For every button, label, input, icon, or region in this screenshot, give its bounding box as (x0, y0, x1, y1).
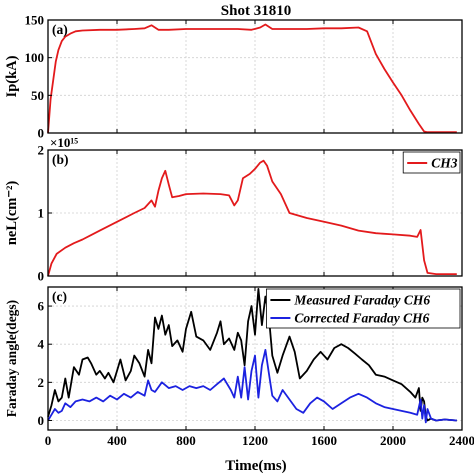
x-tick-label: 800 (176, 433, 196, 448)
panel-0: 0 50 100 150 (a) Ip(kA) (4, 13, 463, 141)
y-tick-label: 0 (38, 126, 45, 141)
x-tick-label: 1600 (311, 433, 337, 448)
panel-2: 0 400 800 1200 1600 2000 2400 0 2 4 6 (c) Faraday an… (4, 286, 474, 448)
y-axis-label: Ip(kA) (4, 55, 20, 97)
legend-box (265, 288, 461, 329)
legend-entry: Corrected Faraday CH6 (294, 311, 429, 326)
panel-label: (a) (52, 22, 68, 37)
y-tick-label: 150 (25, 13, 45, 28)
y-tick-label: 1 (38, 206, 45, 221)
series-line-2-0 (47, 288, 457, 422)
series-line-2-1 (47, 349, 457, 424)
legend-entry: CH3 (431, 156, 458, 171)
figure-title: Shot 31810 (221, 3, 291, 19)
y-axis-label: neL(cm⁻²) (4, 181, 20, 246)
series-line-1-0 (47, 159, 457, 277)
y-tick-label: 0 (38, 413, 45, 428)
x-tick-label: 400 (107, 433, 127, 448)
panel-1: 0 1 2 (b) neL(cm⁻²) ×10¹⁵ CH3 (4, 135, 463, 284)
x-tick-label: 2000 (380, 433, 406, 448)
panel-label: (c) (52, 289, 67, 304)
series-line-0-0 (47, 23, 457, 134)
y-tick-label: 100 (25, 50, 45, 65)
y-tick-label: 50 (31, 88, 44, 103)
x-tick-label: 0 (45, 433, 52, 448)
x-tick-label: 1200 (242, 433, 268, 448)
x-tick-label: 2400 (449, 433, 474, 448)
y-tick-label: 2 (38, 143, 45, 158)
y-exponent-label: ×10¹⁵ (50, 135, 78, 150)
y-tick-label: 4 (38, 337, 45, 352)
legend-box (402, 151, 461, 174)
y-tick-label: 6 (38, 299, 45, 314)
y-axis-label: Faraday angle(degs) (4, 300, 19, 417)
x-axis-label: Time(ms) (225, 458, 286, 474)
y-tick-label: 0 (38, 269, 45, 284)
y-tick-label: 2 (38, 375, 45, 390)
panel-label: (b) (52, 152, 69, 167)
legend-entry: Measured Faraday CH6 (293, 293, 430, 308)
